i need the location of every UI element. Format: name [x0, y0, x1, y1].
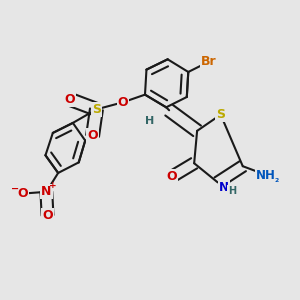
Text: S: S: [92, 103, 101, 116]
Text: O: O: [118, 96, 128, 109]
Text: N: N: [219, 181, 229, 194]
Text: O: O: [64, 93, 75, 106]
Text: −: −: [11, 184, 20, 194]
Text: O: O: [17, 187, 28, 200]
Text: S: S: [216, 108, 225, 121]
Text: ₂: ₂: [274, 174, 279, 184]
Text: NH: NH: [256, 169, 276, 182]
Text: N: N: [41, 185, 52, 198]
Text: O: O: [87, 129, 98, 142]
Text: O: O: [42, 209, 53, 222]
Text: H: H: [146, 116, 154, 126]
Text: Br: Br: [201, 55, 217, 68]
Text: O: O: [167, 170, 177, 183]
Text: +: +: [49, 181, 57, 190]
Text: H: H: [228, 186, 236, 196]
